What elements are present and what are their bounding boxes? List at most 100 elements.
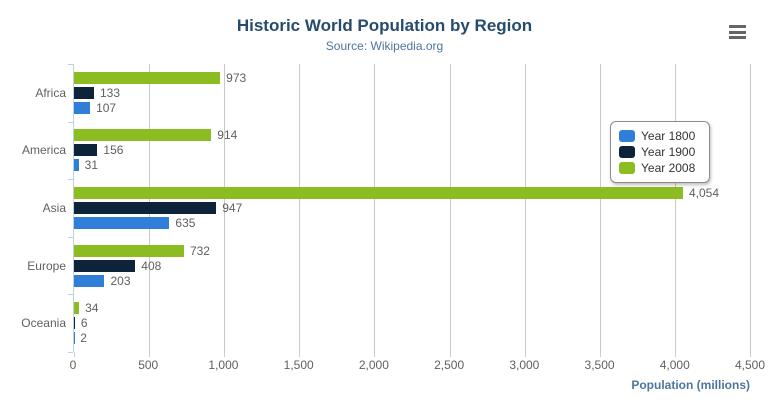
- category-label-oceania: Oceania: [21, 316, 66, 331]
- bar-line: 408: [74, 258, 750, 273]
- bar-group-oceania: 34 6 2: [74, 294, 750, 352]
- chart-subtitle: Source: Wikipedia.org: [325, 39, 444, 53]
- bar-africa-year-2008[interactable]: [74, 71, 221, 84]
- bar-group-america: 914 156 31: [74, 122, 750, 180]
- bar-oceania-year-1900[interactable]: [74, 317, 75, 330]
- plot-area: 973 133 107 914 156 31 4,054 947 635 732 408 203 34 6…: [68, 64, 751, 357]
- category-axis-tick: [68, 294, 73, 296]
- legend-swatch-icon: [619, 162, 635, 174]
- bar-asia-year-1800[interactable]: [74, 216, 170, 229]
- bar-line: 947: [74, 200, 750, 215]
- bar-asia-year-2008[interactable]: [74, 186, 683, 199]
- gridline: [674, 64, 676, 352]
- x-axis-tick-label: 3,500: [584, 358, 615, 372]
- bar-value-label: 2: [80, 331, 87, 346]
- bar-europe-year-2008[interactable]: [74, 244, 184, 257]
- bar-africa-year-1800[interactable]: [74, 101, 91, 114]
- gridline: [750, 64, 751, 352]
- legend-swatch-icon: [619, 146, 635, 158]
- context-menu-icon[interactable]: [729, 25, 746, 39]
- bar-line: 6: [74, 316, 750, 331]
- bar-group-europe: 732 408 203: [74, 237, 750, 295]
- legend-item-label: Year 1800: [641, 129, 696, 143]
- hamburger-bar: [729, 25, 746, 28]
- gridline: [599, 64, 601, 352]
- bar-africa-year-1900[interactable]: [74, 86, 94, 99]
- bar-asia-year-1900[interactable]: [74, 201, 217, 214]
- bar-value-label: 947: [222, 200, 243, 215]
- category-label-africa: Africa: [35, 85, 66, 100]
- x-axis-tick-label: 3,000: [509, 358, 540, 372]
- x-axis-tick: [599, 352, 601, 357]
- value-axis-labels: 0 500 1,000 1,500 2,000 2,500 3,000 3,500 4,000 4…: [69, 358, 765, 374]
- bar-line: 4,054: [74, 185, 750, 200]
- bar-value-label: 156: [103, 143, 124, 158]
- x-axis-tick-label: 2,500: [434, 358, 465, 372]
- x-axis-tick-label: 1,500: [283, 358, 314, 372]
- category-label-europe: Europe: [27, 258, 66, 273]
- bar-america-year-2008[interactable]: [74, 129, 212, 142]
- category-axis-tick: [68, 236, 73, 238]
- bar-line: 133: [74, 85, 750, 100]
- x-axis-tick: [299, 352, 301, 357]
- bar-europe-year-1900[interactable]: [74, 259, 136, 272]
- x-axis-tick-label: 4,500: [734, 358, 766, 372]
- bar-value-label: 408: [141, 258, 162, 273]
- x-axis-tick: [674, 352, 676, 357]
- x-axis-tick: [74, 352, 75, 357]
- x-axis-tick-label: 500: [138, 358, 159, 372]
- bar-america-year-1800[interactable]: [74, 159, 79, 172]
- hamburger-bar: [729, 36, 746, 39]
- value-axis-title: Population (millions): [631, 378, 750, 392]
- x-axis-tick: [149, 352, 151, 357]
- legend-item-label: Year 1900: [641, 145, 696, 159]
- bar-line: 973: [74, 70, 750, 85]
- category-axis-tick: [68, 179, 73, 181]
- legend-swatch-icon: [619, 130, 635, 142]
- bar-line: 914: [74, 128, 750, 143]
- bar-value-label: 4,054: [689, 185, 720, 200]
- x-axis-tick-label: 4,000: [659, 358, 690, 372]
- gridline: [374, 64, 376, 352]
- bar-line: 203: [74, 273, 750, 288]
- gridline: [524, 64, 526, 352]
- x-axis-tick: [449, 352, 451, 357]
- bar-value-label: 31: [84, 158, 99, 173]
- bar-value-label: 973: [226, 70, 247, 85]
- x-axis-tick: [374, 352, 376, 357]
- category-label-america: America: [21, 143, 66, 158]
- bar-value-label: 34: [85, 301, 99, 316]
- bar-value-label: 635: [175, 215, 196, 230]
- bar-line: 107: [74, 100, 750, 115]
- bar-line: 156: [74, 143, 750, 158]
- bar-value-label: 133: [99, 85, 120, 100]
- chart-title: Historic World Population by Region: [236, 16, 533, 35]
- bar-group-africa: 973 133 107: [74, 64, 750, 122]
- x-axis-tick: [750, 352, 751, 357]
- bar-value-label: 203: [110, 273, 131, 288]
- bar-value-label: 6: [80, 316, 88, 331]
- gridline: [299, 64, 301, 352]
- legend-item-year-1900[interactable]: Year 1900: [619, 145, 695, 159]
- hamburger-bar: [729, 30, 746, 34]
- bar-line: 31: [74, 158, 750, 173]
- x-axis-tick-label: 2,000: [358, 358, 389, 372]
- gridline: [449, 64, 451, 352]
- legend: Year 1800 Year 1900 Year 2008: [610, 121, 711, 183]
- bar-america-year-1900[interactable]: [74, 144, 98, 157]
- bar-line: 2: [74, 331, 750, 346]
- bar-value-label: 914: [217, 128, 238, 143]
- legend-item-year-1800[interactable]: Year 1800: [619, 129, 695, 143]
- bar-value-label: 107: [96, 100, 117, 115]
- bar-group-asia: 4,054 947 635: [74, 179, 750, 237]
- x-axis-tick-label: 0: [69, 358, 77, 372]
- x-axis-tick: [224, 352, 226, 357]
- category-axis-tick: [68, 352, 73, 353]
- category-label-asia: Asia: [42, 200, 66, 215]
- bar-europe-year-1800[interactable]: [74, 274, 105, 287]
- category-axis: Africa America Asia Europe Oceania: [0, 64, 66, 352]
- bar-oceania-year-2008[interactable]: [74, 302, 80, 315]
- bar-value-label: 732: [189, 243, 210, 258]
- legend-item-year-2008[interactable]: Year 2008: [619, 161, 695, 175]
